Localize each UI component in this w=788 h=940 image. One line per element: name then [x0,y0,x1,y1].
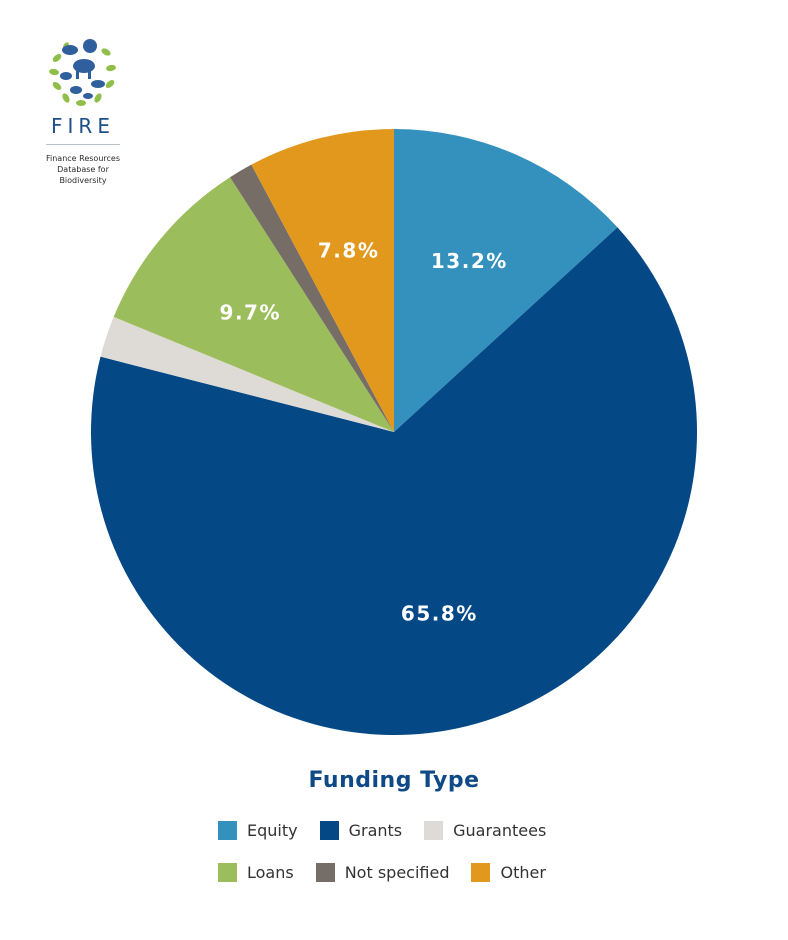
legend-swatch [424,820,444,840]
slice-label-grants: 65.8% [401,601,478,625]
legend-item-equity: Equity [218,820,298,840]
logo-wordmark: FIRE [51,114,115,138]
pie-slice-labels: 13.2% 65.8% 9.7% 7.8% [220,239,508,626]
pie-slice-other [251,129,394,432]
pie-slice-grants [90,227,698,735]
legend-item-guarantees: Guarantees [424,820,547,840]
legend-label: Guarantees [453,820,547,840]
logo-divider [46,144,120,145]
legend-item-not-specified: Not specified [315,862,450,882]
chart-title: Funding Type [308,768,480,793]
biodiversity-emblem-icon [49,39,116,106]
logo-tagline-line: Finance Resources [45,154,120,163]
legend-label: Not specified [344,862,450,882]
pie-slice-loans [113,177,395,432]
legend-label: Equity [247,820,298,840]
legend-swatch [218,820,237,840]
legend-swatch [315,862,335,882]
legend-item-other: Other [471,862,546,882]
legend-label: Loans [247,862,294,882]
legend-swatch [218,862,237,882]
pie-slice-equity [394,129,618,432]
pie-slices [90,129,698,735]
chart-legend: Equity Grants Guarantees Loans Not specifie… [218,818,598,902]
legend-label: Grants [348,820,403,840]
legend-item-grants: Grants [319,820,403,840]
legend-label: Other [500,862,546,882]
logo-tagline-line: Biodiversity [59,176,107,185]
pie-slice-guarantees [100,316,395,432]
slice-label-equity: 13.2% [431,249,508,273]
legend-row: Equity Grants Guarantees [218,818,598,842]
fire-logo: FIRE Finance Resources Database for Biod… [28,36,138,186]
slice-label-other: 7.8% [318,239,379,263]
logo-tagline: Finance Resources Database for Biodivers… [28,153,138,186]
legend-item-loans: Loans [218,862,294,882]
funding-type-pie-chart: 13.2% 65.8% 9.7% 7.8% [90,129,698,735]
legend-row: Loans Not specified Other [218,860,598,884]
legend-swatch [471,862,491,882]
legend-swatch [319,820,339,840]
slice-label-loans: 9.7% [220,300,281,324]
logo-tagline-line: Database for [57,165,109,174]
pie-slice-not-specified [230,164,394,432]
